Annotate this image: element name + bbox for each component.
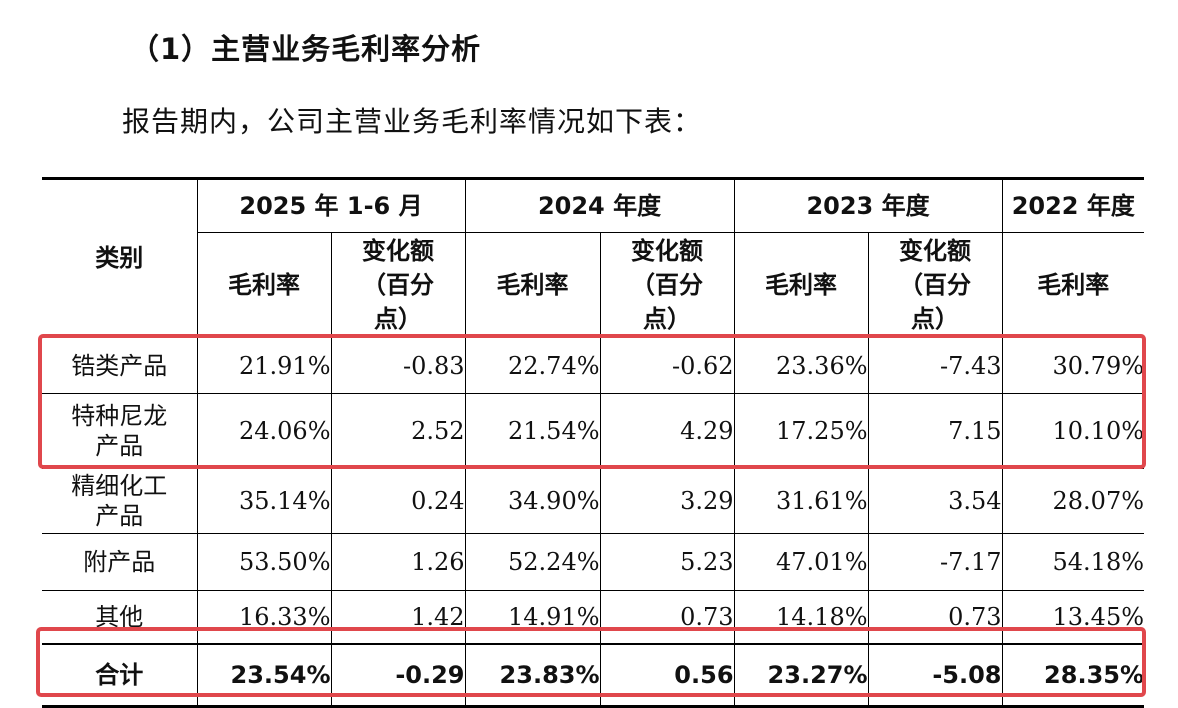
cell-value: 23.36% [733, 336, 869, 394]
table-row: 锆类产品 21.91% -0.83 22.74% -0.62 23.36% -7… [42, 336, 1145, 394]
category-name: 其他 [42, 590, 198, 645]
cell-value: 16.33% [196, 590, 332, 645]
cell-value: -0.83 [330, 336, 466, 394]
cell-value: 2.52 [330, 393, 466, 469]
margin-header: 毛利率 [464, 232, 601, 338]
change-header-line: 点） [374, 304, 422, 333]
period-header-2025h1: 2025 年 1-6 月 [196, 178, 466, 233]
period-header-2023: 2023 年度 [733, 178, 1003, 233]
category-header: 类别 [42, 178, 198, 338]
table-row: 其他 16.33% 1.42 14.91% 0.73 14.18% 0.73 1… [42, 590, 1145, 645]
cell-value: 14.91% [464, 590, 601, 645]
cell-value: -7.43 [867, 336, 1003, 394]
cell-value: 54.18% [1001, 533, 1145, 591]
cell-value: 17.25% [733, 393, 869, 469]
total-value: -5.08 [867, 643, 1003, 707]
cell-value: 5.23 [599, 533, 735, 591]
category-name: 附产品 [42, 533, 198, 591]
category-name-line: 锆类产品 [71, 351, 168, 380]
change-header-line: （百分 [631, 270, 704, 299]
change-header-line: 变化额 [362, 236, 434, 265]
change-header-line: 变化额 [631, 236, 704, 265]
cell-value: 0.73 [867, 590, 1003, 645]
change-header-line: 点） [643, 304, 692, 333]
cell-value: 13.45% [1001, 590, 1145, 645]
period-header-2022: 2022 年度 [1001, 178, 1145, 233]
category-name-line: 精细化工 [71, 472, 168, 500]
category-name-line: 其他 [95, 603, 144, 631]
category-name: 精细化工 产品 [42, 468, 198, 534]
table-row: 精细化工 产品 35.14% 0.24 34.90% 3.29 31.61% 3… [42, 468, 1145, 534]
cell-value: 3.54 [867, 468, 1003, 534]
period-header-2024: 2024 年度 [464, 178, 735, 233]
change-header-line: （百分 [899, 270, 972, 299]
cell-value: 14.18% [733, 590, 869, 645]
category-name-line: 附产品 [83, 548, 156, 576]
total-label: 合计 [42, 643, 198, 707]
total-value: 23.27% [733, 643, 869, 707]
cell-value: 53.50% [196, 533, 332, 591]
margin-header: 毛利率 [733, 232, 869, 338]
cell-value: 21.54% [464, 393, 601, 469]
cell-value: 3.29 [599, 468, 735, 534]
category-name: 锆类产品 [42, 336, 198, 394]
margin-header: 毛利率 [197, 232, 332, 338]
cell-value: 31.61% [733, 468, 869, 534]
header-row-periods: 类别 2025 年 1-6 月 2024 年度 2023 年度 2022 年度 [42, 178, 1145, 338]
cell-value: 1.42 [330, 590, 466, 645]
cell-value: -0.62 [599, 336, 735, 394]
change-header: 变化额 （百分 点） [867, 232, 1003, 338]
cell-value: 4.29 [599, 393, 735, 469]
total-value: 23.83% [464, 643, 601, 707]
cell-value: 22.74% [464, 336, 601, 394]
gross-margin-table: 类别 2025 年 1-6 月 2024 年度 2023 年度 2022 年度 … [42, 177, 1145, 708]
cell-value: 24.06% [196, 393, 332, 469]
table-row: 附产品 53.50% 1.26 52.24% 5.23 47.01% -7.17… [42, 533, 1145, 591]
cell-value: 7.15 [867, 393, 1003, 469]
category-name-line: 产品 [95, 432, 144, 460]
cell-value: 47.01% [733, 533, 869, 591]
change-header-line: 点） [911, 304, 960, 333]
header-row-metrics: 毛利率 变化额 （百分 点） 毛利率 变化额 （百分 点） 毛利率 变化额 （百… [42, 232, 1145, 338]
margin-header: 毛利率 [1001, 232, 1145, 338]
total-value: 23.54% [196, 643, 332, 707]
change-header: 变化额 （百分 点） [599, 232, 735, 338]
total-value: -0.29 [330, 643, 466, 707]
cell-value: 21.91% [196, 336, 332, 394]
category-name-line: 产品 [95, 502, 144, 530]
table-row: 特种尼龙 产品 24.06% 2.52 21.54% 4.29 17.25% 7… [42, 393, 1145, 469]
cell-value: 34.90% [464, 468, 601, 534]
cell-value: 0.73 [599, 590, 735, 645]
total-value: 28.35% [1001, 643, 1145, 707]
cell-value: 1.26 [330, 533, 466, 591]
cell-value: 35.14% [196, 468, 332, 534]
total-row: 合计 23.54% -0.29 23.83% 0.56 23.27% -5.08… [42, 643, 1145, 707]
change-header: 变化额 （百分 点） [330, 232, 466, 338]
cell-value: 30.79% [1001, 336, 1145, 394]
category-name: 特种尼龙 产品 [42, 393, 198, 469]
cell-value: 10.10% [1001, 393, 1145, 469]
cell-value: 52.24% [464, 533, 601, 591]
cell-value: 0.24 [330, 468, 466, 534]
section-heading: （1）主营业务毛利率分析 [130, 32, 482, 66]
cell-value: -7.17 [867, 533, 1003, 591]
total-value: 0.56 [599, 643, 735, 707]
category-name-line: 特种尼龙 [71, 402, 168, 430]
intro-paragraph: 报告期内，公司主营业务毛利率情况如下表： [122, 105, 703, 138]
change-header-line: （百分 [362, 270, 434, 299]
change-header-line: 变化额 [899, 236, 972, 265]
cell-value: 28.07% [1001, 468, 1145, 534]
